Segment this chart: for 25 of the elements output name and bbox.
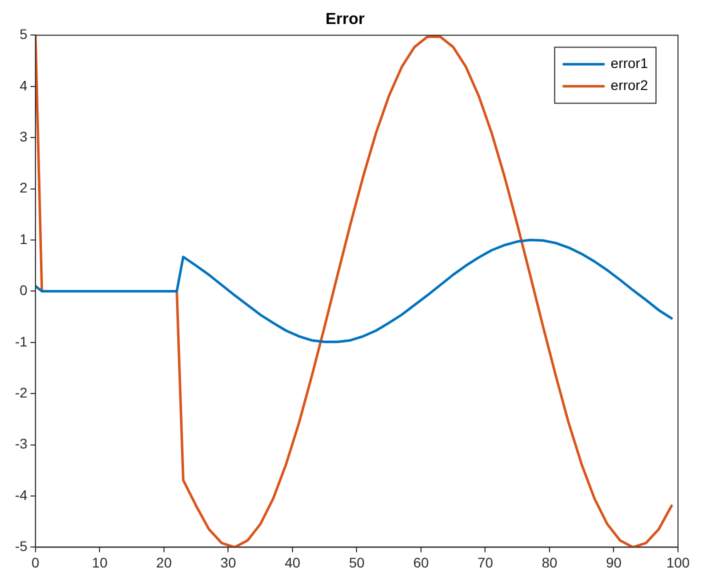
legend-label: error2 — [610, 77, 648, 94]
y-tick-label: -4 — [14, 486, 28, 503]
legend-label: error1 — [610, 55, 648, 72]
y-tick-label: 3 — [20, 128, 28, 144]
x-tick-label: 10 — [92, 554, 108, 570]
y-tick-label: 0 — [20, 282, 28, 298]
y-tick-label: -5 — [14, 538, 28, 554]
y-tick-label: 2 — [20, 180, 28, 196]
x-tick-label: 100 — [666, 554, 690, 570]
x-tick-label: 0 — [32, 554, 40, 570]
y-tick-label: 4 — [20, 77, 28, 94]
x-tick-label: 50 — [348, 554, 365, 570]
x-tick-label: 90 — [606, 554, 622, 570]
x-tick-label: 60 — [413, 554, 429, 570]
y-tick-label: 5 — [20, 26, 28, 42]
y-tick-label: 1 — [20, 230, 28, 247]
x-tick-label: 20 — [156, 554, 172, 570]
y-tick-label: -1 — [14, 333, 28, 350]
x-tick-label: 70 — [477, 554, 494, 570]
chart-title: Error — [325, 11, 365, 28]
y-tick-label: -2 — [14, 384, 28, 400]
x-tick-label: 80 — [542, 554, 558, 570]
y-tick-label: -3 — [14, 436, 28, 452]
x-tick-label: 40 — [284, 554, 300, 570]
x-tick-label: 30 — [220, 554, 236, 570]
